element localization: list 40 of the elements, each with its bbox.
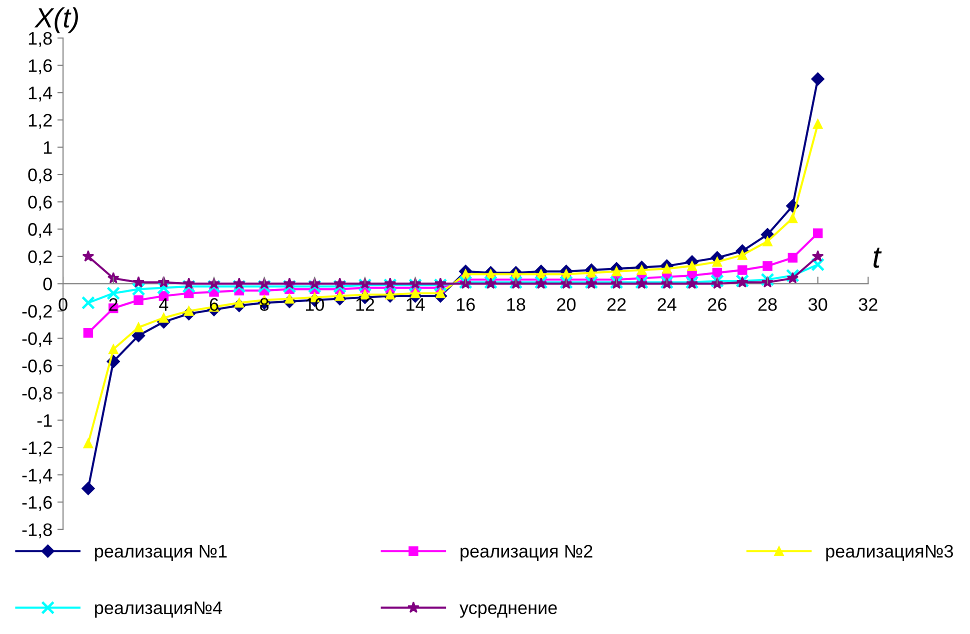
x-tick-label: 0 [58,298,68,311]
y-tick-label: -1,4 [22,468,52,484]
y-tick-label: -0,2 [22,304,52,320]
y-tick-label: -1,2 [22,441,52,456]
y-tick-label: 0,8 [28,168,52,184]
x-tick-label: 28 [758,298,777,311]
legend-label: усреднение [460,604,557,618]
legend-label: реализация №1 [95,545,227,562]
x-tick-label: 22 [607,298,626,311]
x-tick-label: 20 [557,298,576,311]
y-tick-label: 1,8 [28,32,52,47]
y-tick-label: 1,2 [28,114,52,129]
x-tick-label: 24 [658,298,676,311]
x-tick-label: 4 [159,298,168,311]
legend-label: реализация№4 [95,602,222,618]
y-tick-label: 1,6 [28,59,52,74]
legend-label: реализация№3 [826,544,953,562]
y-tick-label: -1,6 [22,496,52,511]
y-tick-label: -1 [37,414,52,427]
y-tick-label: 1,4 [28,86,52,102]
y-tick-label: 0,2 [28,250,52,266]
x-axis-title: t [874,248,882,268]
y-tick-label: -0,6 [22,360,52,374]
y-tick-label: -1,8 [22,523,52,538]
x-tick-label: 10 [306,298,324,311]
y-tick-label: -0,4 [22,332,52,348]
y-tick-label: 0,6 [28,196,52,211]
y-tick-label: -0,8 [22,386,52,402]
x-tick-label: 30 [808,298,828,311]
y-tick-label: 0,4 [28,223,52,238]
y-tick-label: 1 [44,141,52,154]
x-tick-label: 18 [507,298,526,311]
legend-label: реализация №2 [460,544,592,562]
x-tick-label: 14 [406,298,425,311]
y-axis-title: X(t) [34,7,78,34]
x-tick-label: 16 [456,298,475,311]
x-tick-label: 26 [708,298,726,311]
x-tick-label: 32 [858,298,878,311]
y-tick-label: 0 [43,278,52,290]
x-tick-label: 12 [356,298,374,311]
